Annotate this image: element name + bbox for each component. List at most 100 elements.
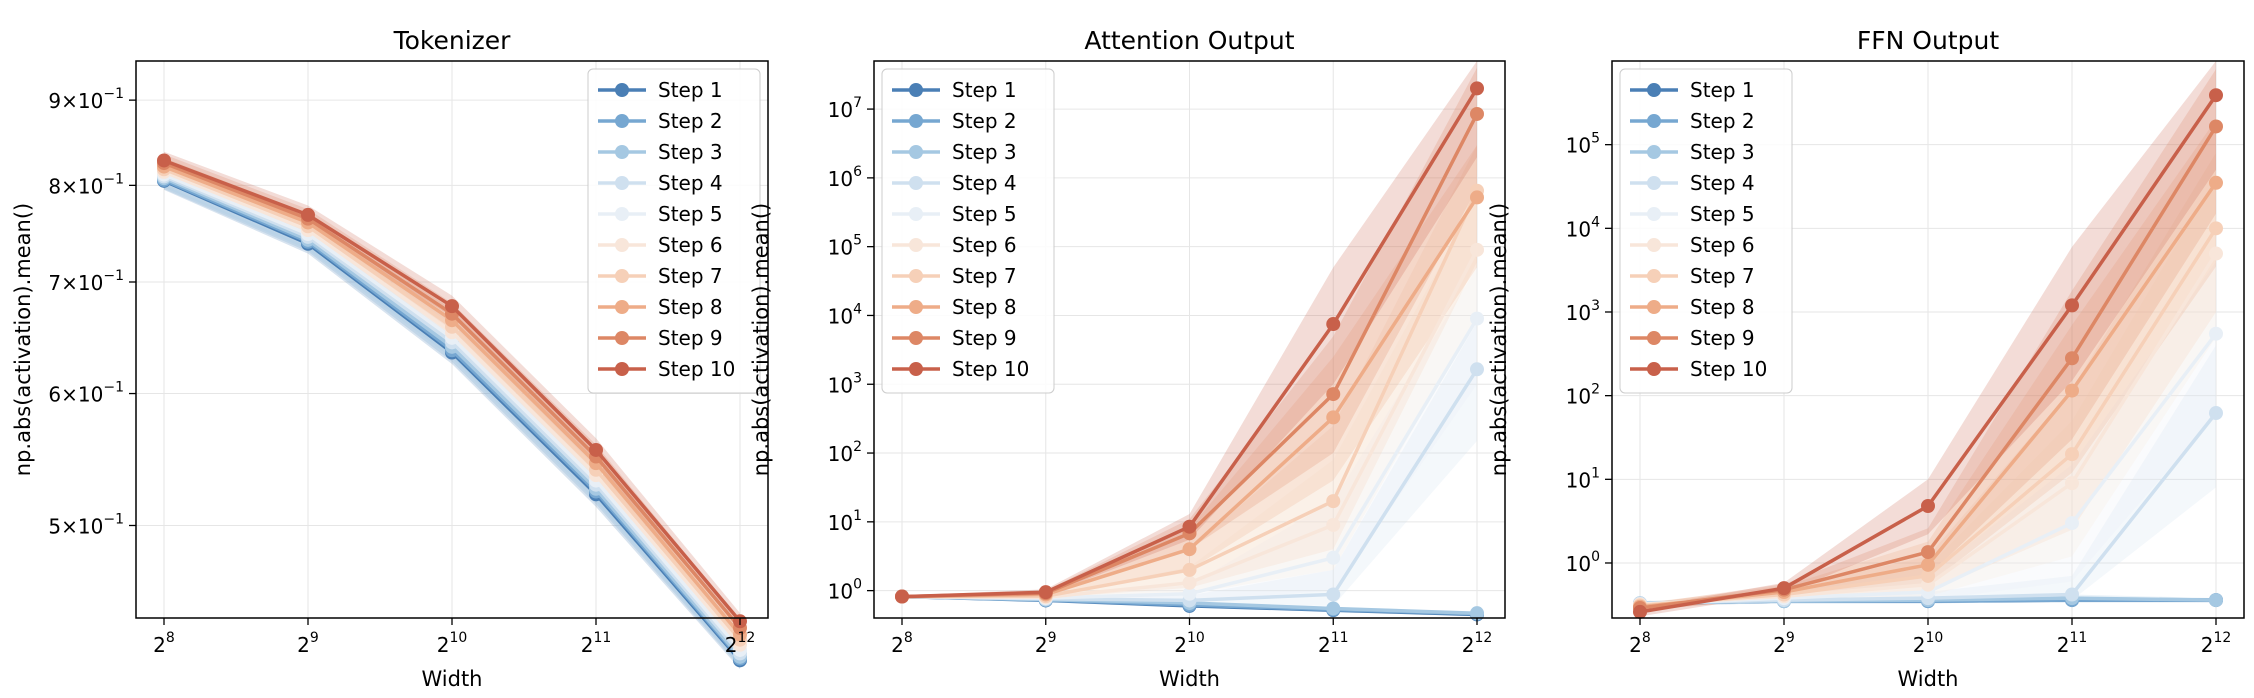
legend-marker xyxy=(615,176,629,190)
x-tick-label: 211 xyxy=(1318,630,1349,657)
legend-marker xyxy=(1647,83,1661,97)
legend: Step 1 Step 2 Step 3 Step 4 Step 5 Step 6 Step… xyxy=(1619,68,1793,394)
legend-label: Step 7 xyxy=(1690,264,1755,288)
legend-item-step-6: Step 6 xyxy=(598,233,723,257)
legend-item-step-3: Step 3 xyxy=(1630,140,1755,164)
data-point xyxy=(1326,550,1341,565)
legend-marker xyxy=(909,83,923,97)
series-step-10 xyxy=(1633,88,2223,619)
legend-label: Step 2 xyxy=(952,109,1017,133)
legend-item-step-8: Step 8 xyxy=(1630,295,1755,319)
y-tick-label: 5×10−1 xyxy=(48,511,124,538)
y-tick-label: 101 xyxy=(1566,465,1600,492)
legend-marker xyxy=(909,362,923,376)
series-lines xyxy=(1633,88,2223,619)
legend-item-step-9: Step 9 xyxy=(892,326,1017,350)
x-axis-label: Width xyxy=(421,667,482,691)
legend-marker xyxy=(909,207,923,221)
data-point xyxy=(2209,88,2223,103)
data-point xyxy=(1182,519,1197,534)
data-point xyxy=(2209,593,2223,608)
legend-marker xyxy=(615,114,629,128)
legend-label: Step 9 xyxy=(952,326,1017,350)
legend-label: Step 10 xyxy=(952,357,1029,381)
legend-marker xyxy=(1647,331,1661,345)
band-step-9 xyxy=(902,67,1477,598)
legend-item-step-7: Step 7 xyxy=(1630,264,1755,288)
legend-label: Step 3 xyxy=(658,140,723,164)
legend-marker xyxy=(909,269,923,283)
x-tick-label: 29 xyxy=(297,630,319,657)
data-point xyxy=(1470,362,1484,377)
legend-marker xyxy=(909,114,923,128)
x-tick-label: 29 xyxy=(1773,630,1795,657)
data-point xyxy=(2065,587,2079,602)
data-point xyxy=(2209,175,2223,190)
legend-label: Step 1 xyxy=(658,78,723,102)
legend-marker xyxy=(1647,176,1661,190)
band-step-8 xyxy=(1640,119,2216,611)
legend-label: Step 8 xyxy=(1690,295,1755,319)
y-ticks: 100 101 102 103 104 105 106 107 xyxy=(828,95,874,604)
legend-item-step-3: Step 3 xyxy=(598,140,723,164)
panel-ffn-output: 28 29 210 211 212 100 101 102 103 104 105 FFN Outpu… xyxy=(1487,26,2245,691)
legend-marker xyxy=(1647,145,1661,159)
legend-frame xyxy=(1619,68,1793,394)
legend-marker xyxy=(615,269,629,283)
legend-marker xyxy=(1647,300,1661,314)
data-point xyxy=(1326,317,1341,332)
legend-item-step-5: Step 5 xyxy=(892,202,1017,226)
data-point xyxy=(2209,246,2223,261)
legend-label: Step 6 xyxy=(1690,233,1755,257)
data-point xyxy=(1921,498,1935,513)
legend-item-step-8: Step 8 xyxy=(598,295,723,319)
band-step-5 xyxy=(902,267,1477,602)
legend-marker xyxy=(1647,207,1661,221)
y-tick-label: 9×10−1 xyxy=(48,86,124,113)
data-point xyxy=(1038,585,1053,600)
data-point xyxy=(1633,604,1647,619)
data-point xyxy=(1470,311,1484,326)
y-tick-label: 6×10−1 xyxy=(48,380,124,407)
y-tick-label: 100 xyxy=(828,577,862,604)
y-tick-label: 104 xyxy=(828,301,862,328)
y-tick-label: 104 xyxy=(1566,214,1600,241)
panel-title: FFN Output xyxy=(1857,26,1999,55)
x-axis-label: Width xyxy=(1897,667,1958,691)
legend-marker xyxy=(909,145,923,159)
series-step-10 xyxy=(895,81,1484,604)
legend-marker xyxy=(909,176,923,190)
series-lines xyxy=(895,81,1484,622)
x-ticks: 28 29 210 211 212 xyxy=(1629,618,2231,657)
data-point xyxy=(2209,119,2223,134)
legend-item-step-10: Step 10 xyxy=(892,357,1029,381)
legend-marker xyxy=(615,207,629,221)
y-tick-label: 105 xyxy=(828,233,862,260)
legend-label: Step 9 xyxy=(1690,326,1755,350)
legend-marker xyxy=(1647,362,1661,376)
y-tick-label: 107 xyxy=(828,95,862,122)
legend-item-step-1: Step 1 xyxy=(1630,78,1755,102)
legend-item-step-6: Step 6 xyxy=(1630,233,1755,257)
data-point xyxy=(2065,447,2079,462)
band-step-7 xyxy=(902,145,1477,598)
data-point xyxy=(2065,351,2079,366)
x-tick-label: 210 xyxy=(1174,630,1205,657)
data-point xyxy=(157,153,171,168)
legend-label: Step 8 xyxy=(658,295,723,319)
legend-label: Step 2 xyxy=(658,109,723,133)
legend-marker xyxy=(615,83,629,97)
data-point xyxy=(1182,542,1197,557)
legend-marker xyxy=(909,331,923,345)
y-tick-label: 105 xyxy=(1566,131,1600,158)
data-point xyxy=(1921,568,1935,583)
legend-item-step-7: Step 7 xyxy=(598,264,723,288)
x-tick-label: 212 xyxy=(2201,630,2232,657)
legend-marker xyxy=(615,145,629,159)
y-tick-label: 103 xyxy=(1566,298,1600,325)
legend-item-step-2: Step 2 xyxy=(1630,109,1755,133)
data-point xyxy=(1470,106,1484,121)
data-point xyxy=(1326,387,1341,402)
y-tick-label: 100 xyxy=(1566,549,1600,576)
